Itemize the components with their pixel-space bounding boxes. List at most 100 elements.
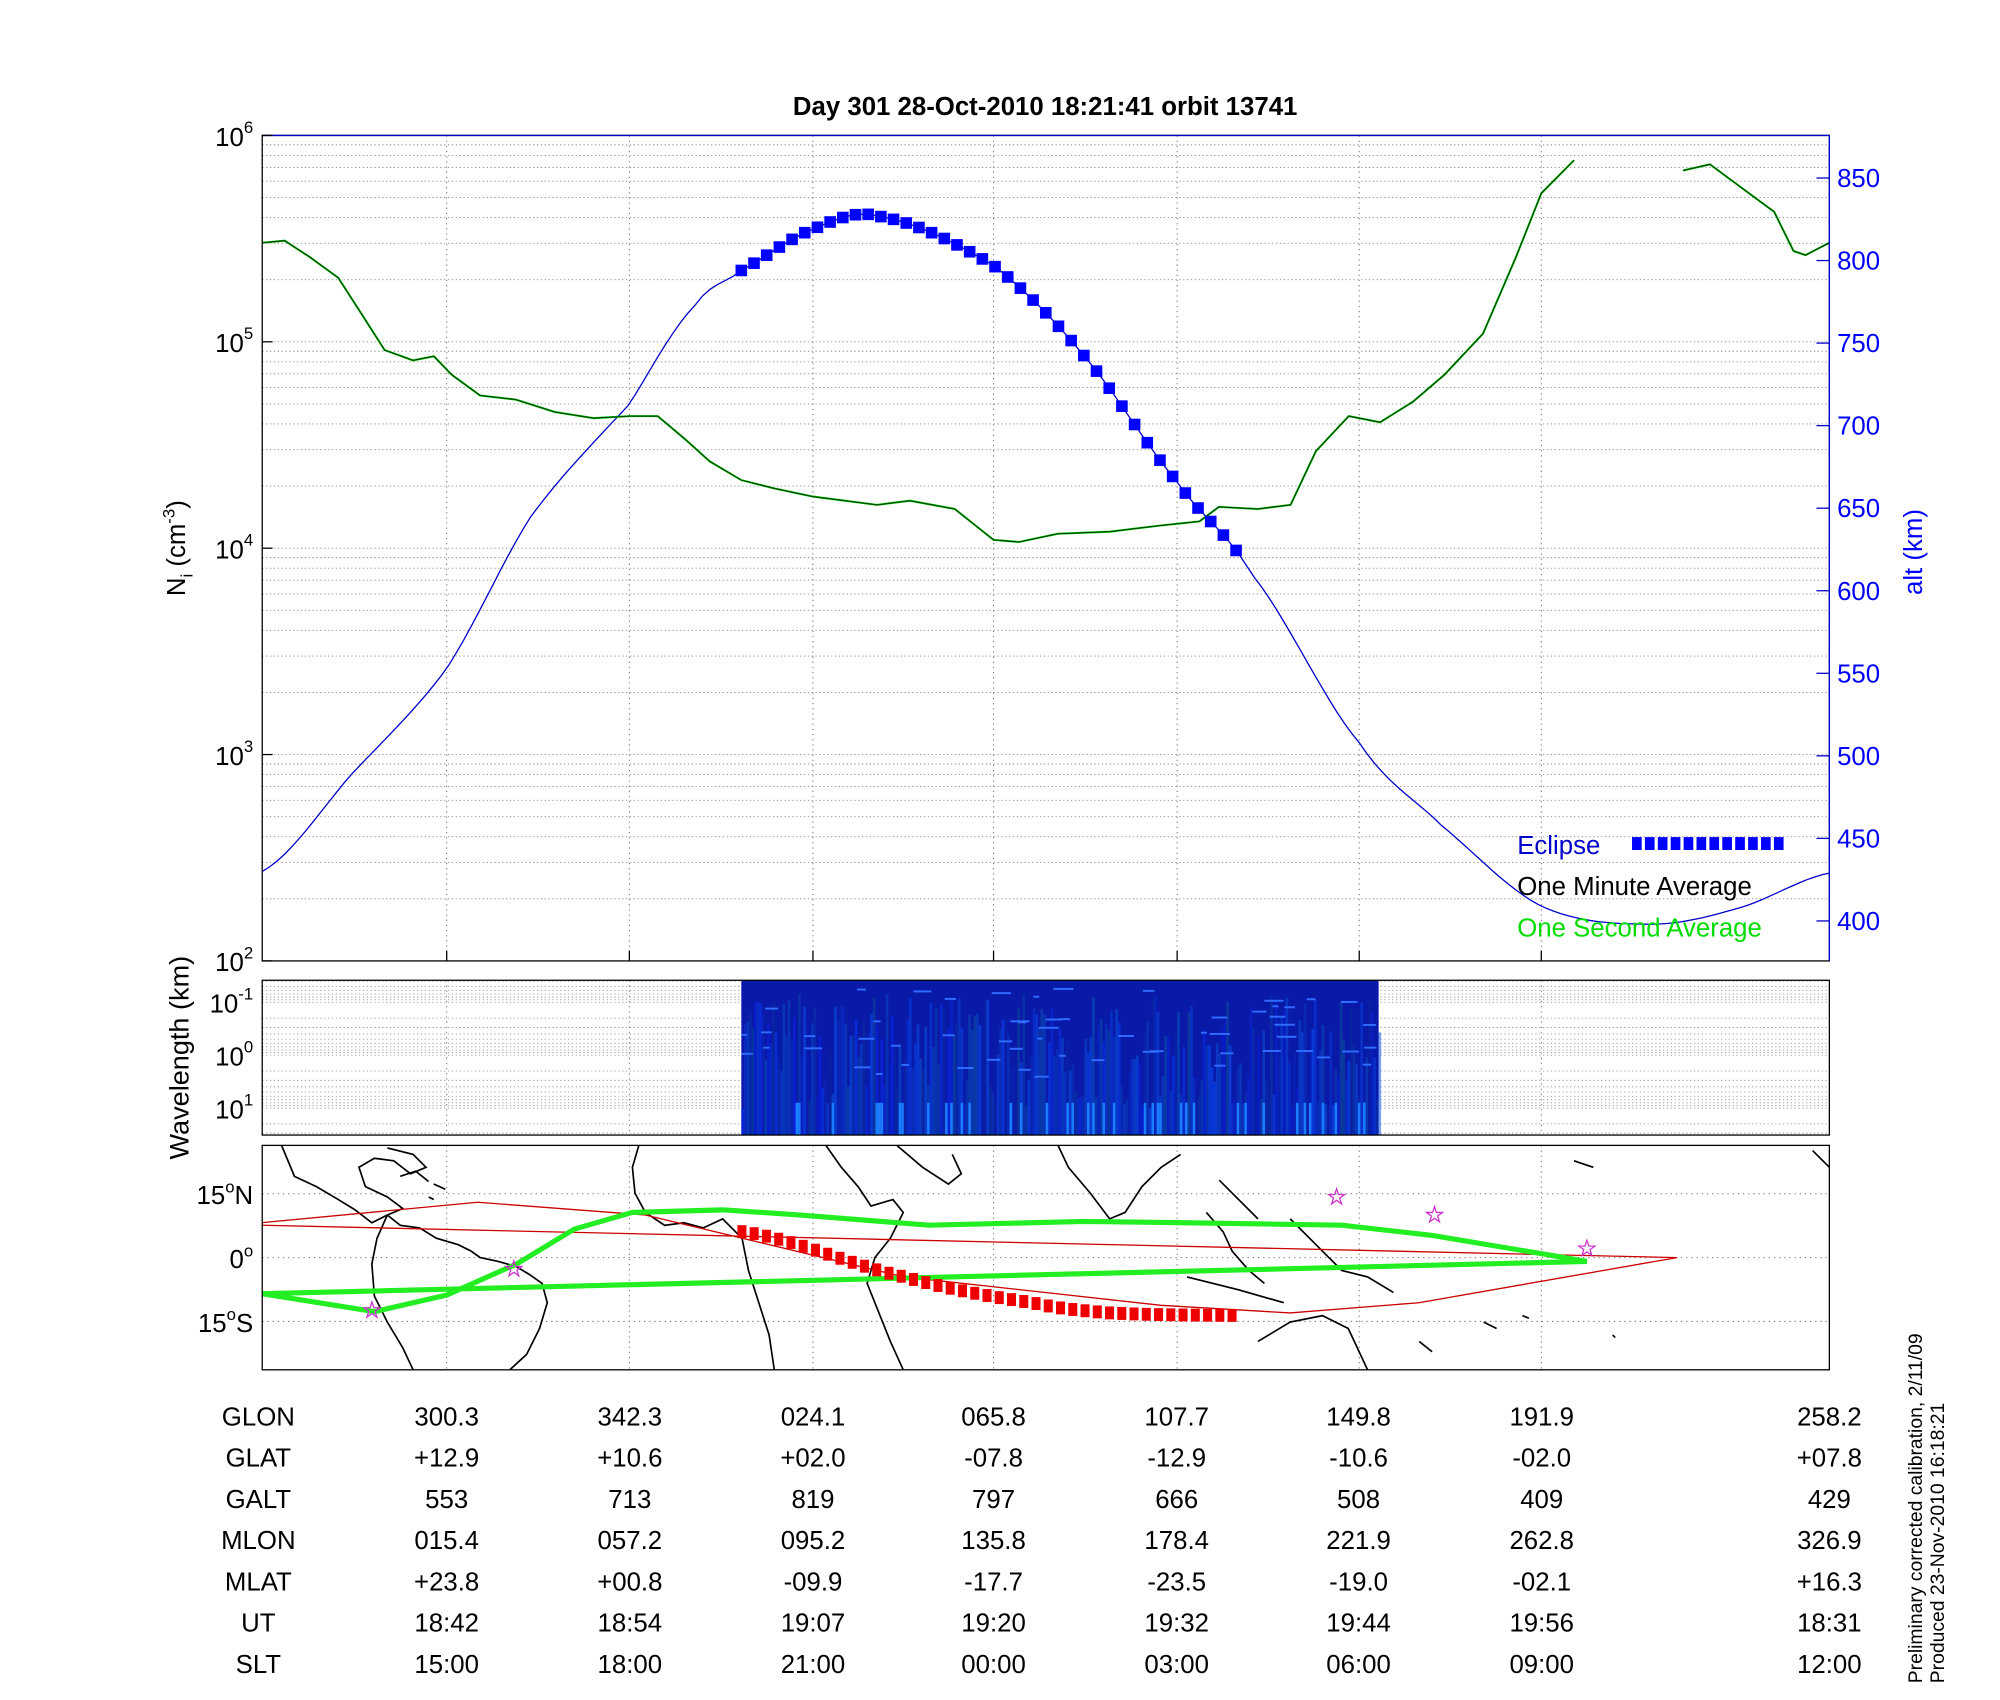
spectrogram-column	[1254, 1063, 1258, 1136]
eclipse-marker	[837, 211, 849, 224]
spectrogram-column	[865, 1085, 868, 1136]
y2-tick-label: 800	[1837, 248, 1880, 276]
spectrogram-streak	[1316, 1056, 1331, 1059]
y-tick-label: 104	[215, 531, 253, 565]
spectrogram-column	[1174, 1032, 1178, 1136]
eclipse-marker	[773, 241, 786, 253]
spectrogram-column	[769, 1044, 773, 1136]
eclipse-marker	[875, 210, 887, 223]
spectrogram-column	[885, 993, 889, 1136]
eclipse-marker	[760, 249, 773, 261]
legend-eclipse-marker	[1632, 837, 1784, 850]
spectrogram-streak	[991, 992, 1011, 995]
spectrogram-column	[1187, 1012, 1191, 1136]
spectrogram-column	[939, 1004, 943, 1136]
eclipse-marker	[1090, 365, 1103, 377]
spectrogram-column-bright	[1236, 1102, 1240, 1136]
table-row-label: GLAT	[226, 1445, 292, 1473]
spectrogram-column	[1156, 1012, 1160, 1136]
spectrogram-column	[1068, 1070, 1072, 1136]
table-cell: 19:07	[781, 1610, 846, 1638]
eclipse-track-marker	[1080, 1304, 1090, 1318]
eclipse-track-marker	[908, 1272, 918, 1286]
eclipse-track-marker	[1154, 1308, 1164, 1322]
spectrogram-column	[1267, 1085, 1271, 1136]
table-cell: 15:00	[414, 1651, 479, 1679]
eclipse-track-marker	[1227, 1308, 1237, 1322]
eclipse-marker	[1052, 320, 1065, 333]
spectrogram-streak	[765, 1007, 779, 1010]
eclipse-track-marker	[921, 1276, 931, 1290]
spectrogram-column	[1321, 1024, 1325, 1136]
spectrogram-column	[1221, 1028, 1224, 1136]
spectrogram-column	[1228, 1045, 1232, 1136]
y2-tick-label: 850	[1837, 165, 1880, 193]
coast-arabia-india	[896, 1145, 1182, 1220]
spectrogram-streak	[1214, 1064, 1226, 1067]
table-cell: 19:44	[1326, 1610, 1391, 1638]
table-cell: 21:00	[781, 1651, 846, 1679]
spectrogram-streak	[1220, 1052, 1234, 1055]
spectrogram-column	[764, 1059, 768, 1136]
eclipse-track-marker	[884, 1266, 894, 1280]
spectrogram-column	[1370, 1011, 1374, 1136]
table-cell: 00:00	[961, 1651, 1026, 1679]
spectrogram-column	[1115, 1009, 1118, 1136]
spectrogram-column	[1009, 1051, 1013, 1136]
spectrogram-column	[958, 998, 961, 1136]
spectrogram-column	[1022, 993, 1026, 1136]
spectrogram-column	[1337, 1075, 1340, 1136]
table-cell: 12:00	[1797, 1651, 1862, 1679]
spectrogram-column	[1197, 1095, 1201, 1136]
table-cell: 06:00	[1326, 1651, 1391, 1679]
spectrogram-column	[1182, 1046, 1186, 1136]
spectrogram-column	[857, 1057, 860, 1136]
eclipse-track-marker	[1117, 1307, 1127, 1320]
eclipse-track-marker	[945, 1281, 955, 1295]
spectrogram-column	[1027, 1080, 1031, 1136]
eclipse-track-marker	[823, 1247, 833, 1261]
eclipse-marker	[1128, 418, 1141, 431]
spectrogram-column-bright	[1179, 1102, 1183, 1136]
eclipse-track-marker	[761, 1229, 771, 1243]
eclipse-marker	[976, 253, 989, 265]
spectrogram-streak	[741, 1052, 753, 1055]
magnetic-equator-line	[262, 1201, 1678, 1314]
spectrogram-column	[1032, 1008, 1036, 1136]
table-cell: +12.9	[414, 1445, 479, 1473]
spectrogram-column	[1306, 1099, 1309, 1136]
legend-square	[1670, 837, 1681, 850]
spectrogram-column-bright	[1066, 1102, 1069, 1136]
spectrogram-column	[963, 1103, 966, 1136]
spectrogram-column	[1172, 1055, 1175, 1136]
eclipse-marker	[1217, 529, 1230, 541]
spectrogram-column	[1123, 1103, 1126, 1136]
eclipse-track-marker	[1019, 1295, 1029, 1308]
legend: Eclipse One Minute Average One Second Av…	[1517, 832, 1784, 942]
ylabel-unit: (cm	[163, 524, 191, 574]
legend-square	[1683, 837, 1694, 850]
eclipse-marker	[1154, 454, 1166, 466]
spectrogram-column	[810, 1023, 814, 1136]
spectrogram-column	[970, 1029, 974, 1136]
spectrogram-column	[1050, 1008, 1054, 1136]
spectrogram-column	[1208, 1045, 1211, 1136]
spectrogram-column	[950, 999, 953, 1136]
spectrogram-column-bright	[831, 1102, 835, 1136]
spectrogram-column	[1012, 1068, 1015, 1136]
spectrogram-column	[888, 1063, 891, 1136]
spectrogram-column	[1097, 1025, 1100, 1136]
y2-tick-label: 600	[1837, 578, 1880, 606]
spectrogram-column	[1347, 1060, 1351, 1136]
table-cell: 342.3	[598, 1403, 663, 1431]
ylabel-close: )	[163, 500, 191, 509]
eclipse-track-markers	[737, 1225, 1237, 1322]
spectrogram-column	[921, 1067, 925, 1136]
y-tick-base: 10	[215, 330, 244, 358]
legend-square	[1644, 837, 1655, 850]
spectrogram-column	[1066, 1042, 1069, 1136]
spectrogram-column-bright	[927, 1102, 930, 1136]
spectrogram-column	[780, 1070, 783, 1136]
spectrogram-column	[942, 1007, 946, 1136]
